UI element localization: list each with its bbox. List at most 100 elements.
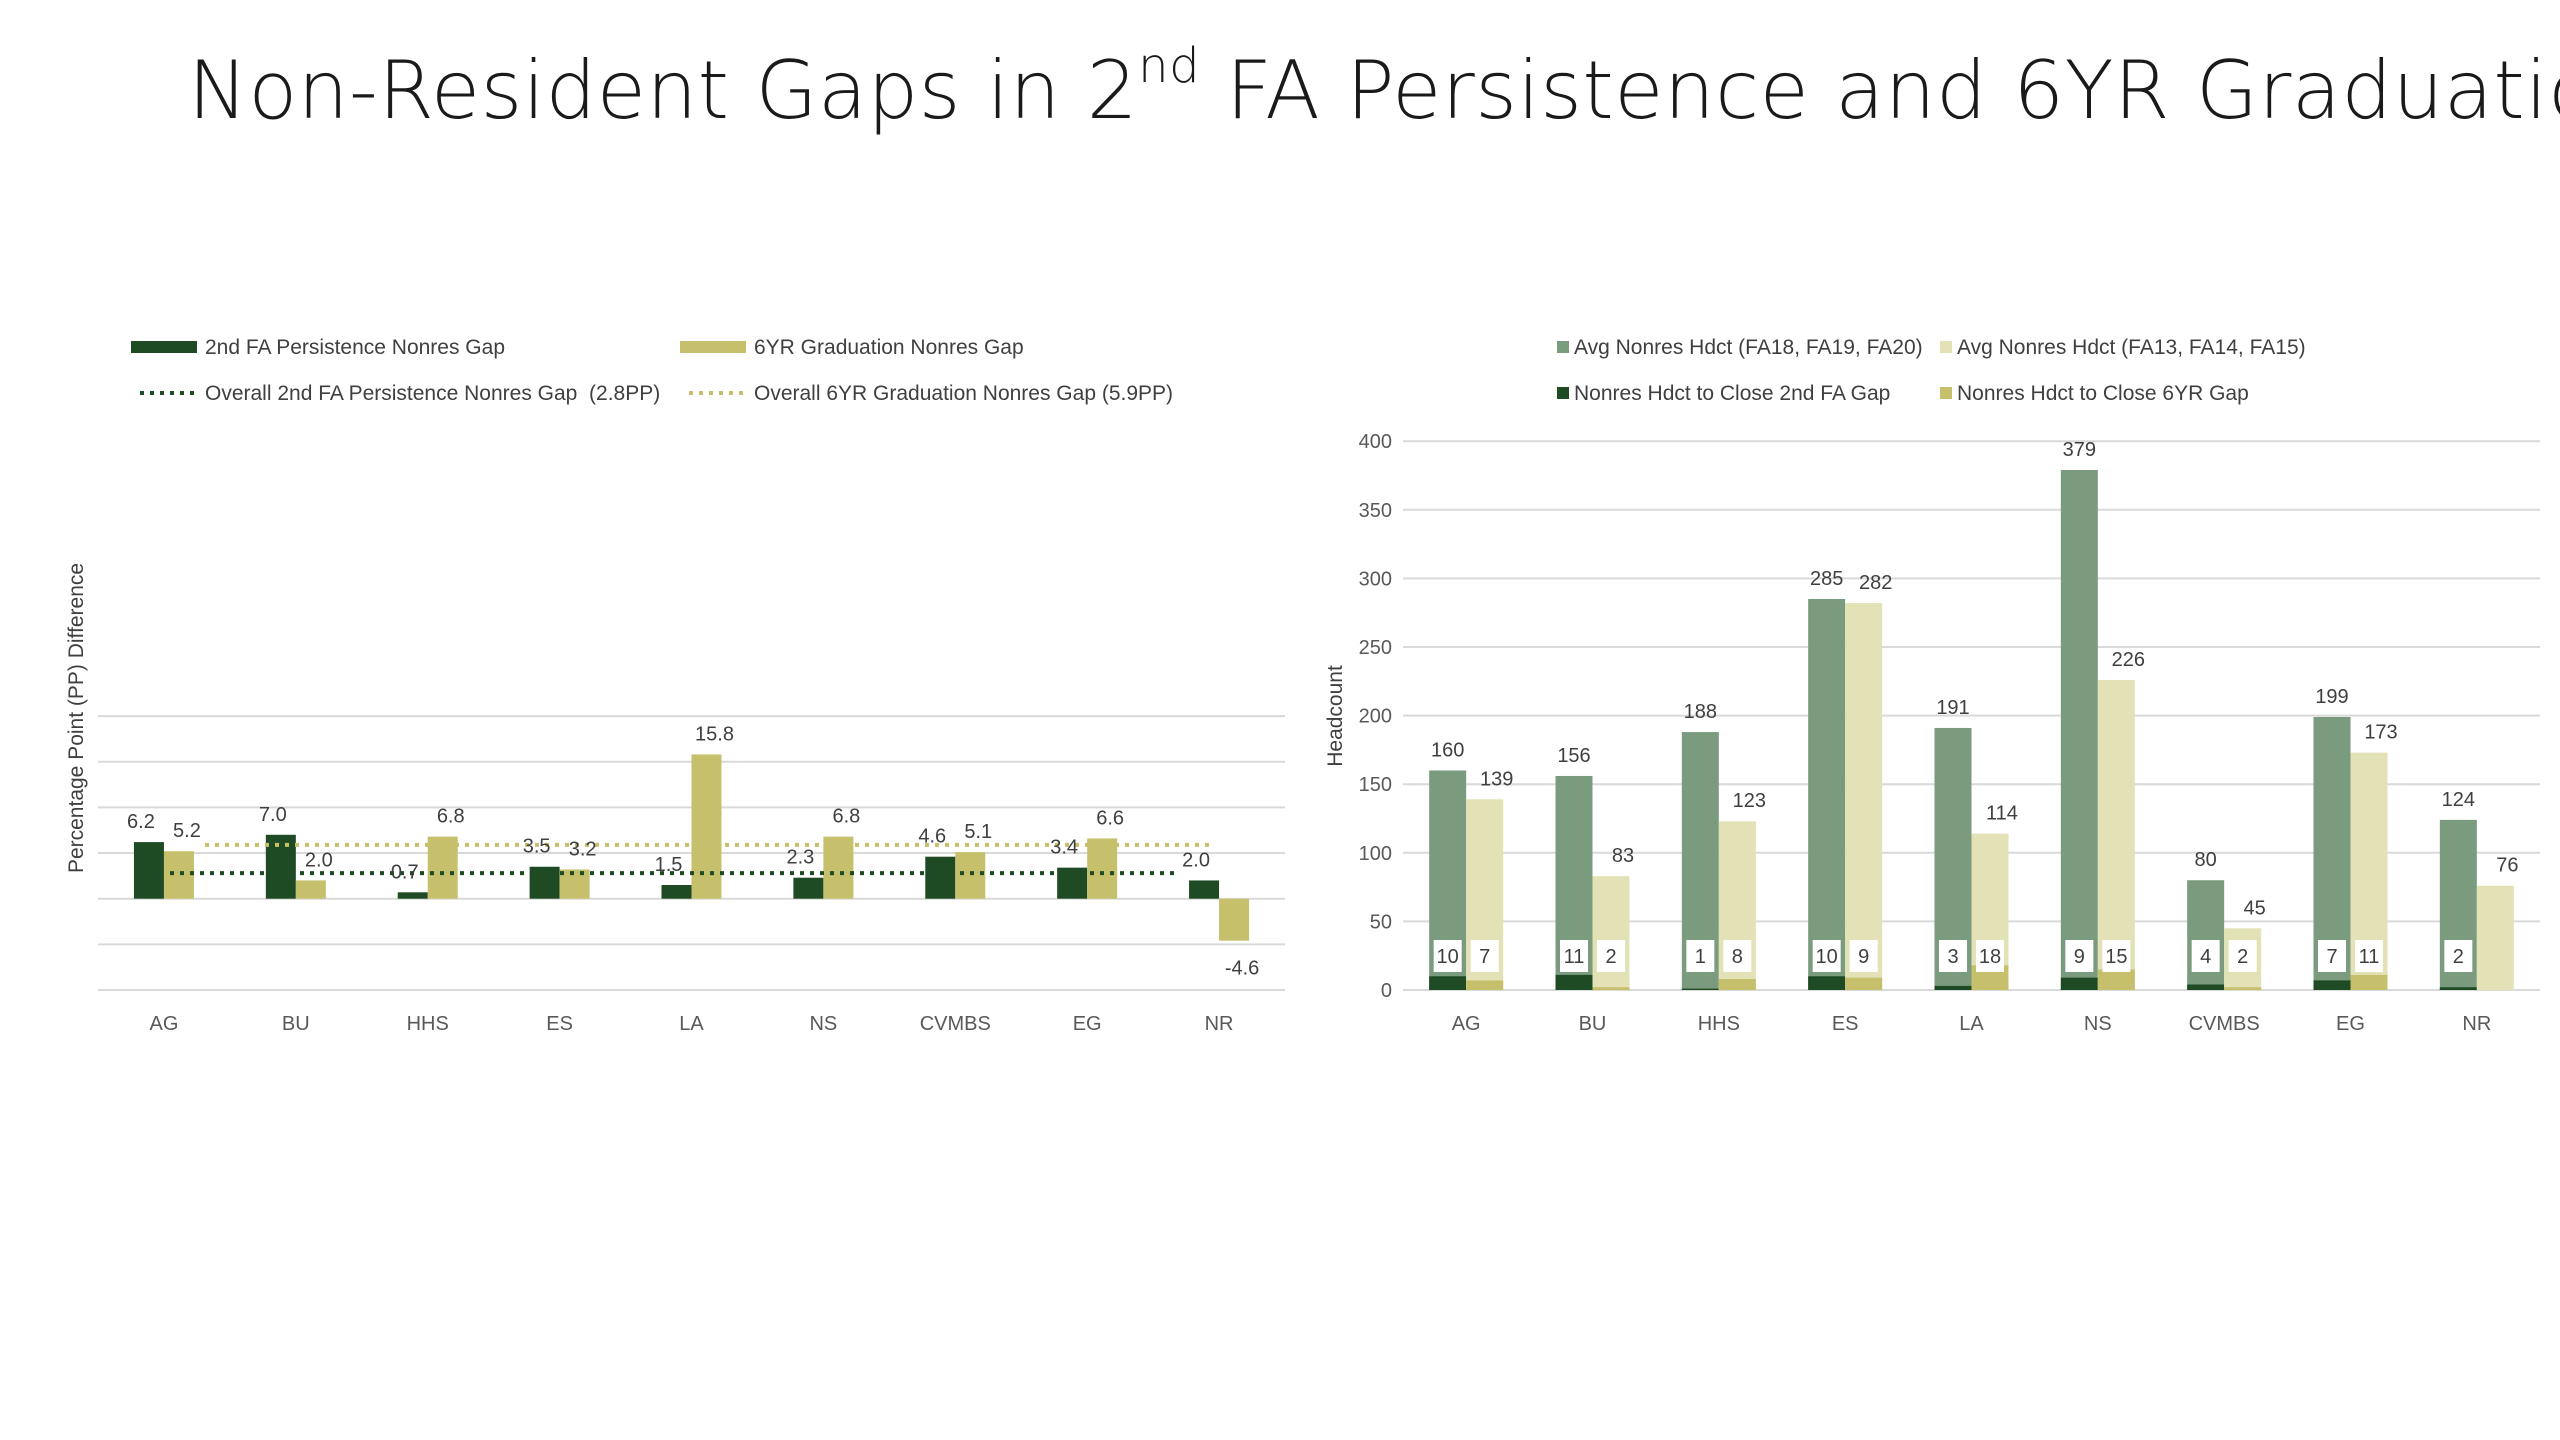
persistence-gap-bar (133, 842, 164, 899)
legend-swatch-close-persistence (1557, 387, 1569, 399)
legend-label-overall-graduation: Overall 6YR Graduation Nonres Gap (5.9PP… (754, 382, 1173, 405)
close-graduation-gap-bar (2097, 969, 2135, 990)
close-persistence-gap-label: 10 (1437, 946, 1459, 968)
persistence-gap-data-label: 6.2 (127, 811, 155, 833)
right-x-tick-label: LA (1959, 1013, 1984, 1035)
close-persistence-gap-bar (1934, 985, 1972, 990)
close-graduation-gap-label: 11 (2359, 946, 2380, 968)
close-persistence-gap-label: 1 (1695, 946, 1706, 968)
close-label-background (1849, 940, 1878, 972)
legend-label-close-persistence: Nonres Hdct to Close 2nd FA Gap (1574, 382, 1890, 405)
graduation-gap-data-label: 5.2 (173, 820, 201, 842)
legend-label-avg-hdct-earlier: Avg Nonres Hdct (FA13, FA14, FA15) (1957, 336, 2306, 359)
close-persistence-gap-bar (1429, 976, 1467, 990)
graduation-gap-bar (295, 880, 326, 899)
graduation-gap-bar (955, 852, 986, 899)
right-y-tick-label: 100 (1359, 843, 1392, 865)
persistence-gap-data-label: 3.4 (1050, 837, 1078, 859)
close-graduation-gap-bar (2350, 974, 2388, 990)
right-chart-y-axis-label: Headcount (1324, 665, 1347, 767)
close-graduation-gap-bar (1718, 979, 1756, 990)
legend-label-persistence-gap: 2nd FA Persistence Nonres Gap (205, 336, 505, 359)
right-chart-y-tick-labels: 0 50 100 150 200 250 300 350 400 (1359, 431, 1392, 1002)
legend-label-avg-hdct-recent: Avg Nonres Hdct (FA18, FA19, FA20) (1574, 336, 1923, 359)
persistence-gap-bar (397, 892, 428, 899)
graduation-gap-bar (1219, 898, 1250, 941)
close-persistence-gap-label: 10 (1816, 946, 1838, 968)
avg-hdct-recent-bar (2187, 880, 2225, 990)
avg-hdct-earlier-label: 226 (2112, 649, 2145, 671)
graduation-gap-data-label: 6.8 (437, 806, 465, 828)
close-label-background (1976, 940, 2004, 972)
close-persistence-gap-label: 3 (1947, 946, 1958, 968)
left-x-tick-label: NR (1205, 1013, 1234, 1035)
avg-hdct-recent-label: 188 (1684, 701, 1717, 723)
close-label-background (2065, 940, 2094, 972)
legend-label-close-graduation: Nonres Hdct to Close 6YR Gap (1957, 382, 2249, 405)
close-persistence-gap-label: 9 (2074, 946, 2085, 968)
left-x-tick-label: EG (1073, 1013, 1102, 1035)
avg-hdct-earlier-label: 123 (1733, 790, 1766, 812)
graduation-gap-bar (163, 851, 194, 899)
right-chart-bars (1429, 470, 2514, 991)
avg-hdct-recent-label: 156 (1557, 745, 1590, 767)
persistence-gap-data-label: 7.0 (259, 804, 287, 826)
close-label-background (1939, 940, 1967, 972)
left-chart-x-tick-labels: AG BU HHS ES LA NS CVMBS EG NR (149, 1013, 1233, 1035)
right-x-tick-label: NS (2084, 1013, 2112, 1035)
close-persistence-gap-label: 4 (2200, 946, 2211, 968)
left-x-tick-label: BU (282, 1013, 310, 1035)
close-label-background (2191, 940, 2220, 972)
close-graduation-gap-label: 18 (1979, 946, 2001, 968)
right-x-tick-label: BU (1579, 1013, 1607, 1035)
avg-hdct-recent-bar (1808, 598, 1846, 990)
avg-hdct-earlier-label: 45 (2244, 897, 2266, 919)
avg-hdct-earlier-label: 173 (2364, 722, 2397, 744)
avg-hdct-earlier-label: 83 (1612, 845, 1634, 867)
close-label-background (1470, 940, 1499, 972)
left-x-tick-label: AG (149, 1013, 178, 1035)
left-chart-legend: 2nd FA Persistence Nonres Gap 6YR Gradua… (131, 336, 1173, 405)
title-part-1: Non-Resident Gaps in 2 (188, 44, 1139, 137)
left-chart-y-axis-label: Percentage Point (PP) Difference (65, 563, 88, 873)
slide-title: Non-Resident Gaps in 2nd FA Persistence … (188, 38, 2560, 137)
close-label-background (2355, 940, 2383, 972)
avg-hdct-recent-label: 80 (2195, 849, 2217, 871)
graduation-gap-bar (559, 869, 590, 899)
left-x-tick-label: HHS (407, 1013, 449, 1035)
left-chart-bars (133, 754, 1250, 941)
avg-hdct-earlier-bar (2476, 885, 2514, 990)
left-x-tick-label: CVMBS (920, 1013, 991, 1035)
avg-hdct-recent-bar (2060, 470, 2098, 991)
graduation-gap-data-label: -4.6 (1225, 958, 1259, 980)
left-chart-reference-lines (170, 842, 1215, 876)
close-persistence-gap-label: 7 (2326, 946, 2337, 968)
close-persistence-gap-bar (2187, 984, 2225, 990)
graduation-gap-bar (691, 754, 722, 899)
close-graduation-gap-bar (2224, 987, 2262, 990)
right-x-tick-label: NR (2462, 1013, 2491, 1035)
close-label-background (2318, 940, 2346, 972)
close-persistence-gap-bar (2060, 977, 2098, 990)
avg-hdct-recent-label: 124 (2442, 789, 2475, 811)
close-graduation-gap-label: 9 (1858, 946, 1869, 968)
close-graduation-gap-label: 7 (1479, 946, 1490, 968)
avg-hdct-recent-label: 379 (2063, 439, 2096, 461)
persistence-gap-bar (529, 866, 560, 899)
close-label-background (1723, 940, 1752, 972)
close-graduation-gap-bar (1466, 980, 1504, 990)
persistence-gap-data-label: 2.3 (786, 847, 814, 869)
persistence-gap-bar (925, 856, 956, 899)
legend-swatch-avg-hdct-earlier (1940, 341, 1952, 353)
left-chart-data-labels: 6.2 5.2 7.0 2.0 0.7 6.8 3.5 3.2 1.5 15.8 2.3 6.8 4.6… (127, 723, 1259, 979)
right-y-tick-label: 250 (1359, 637, 1392, 659)
persistence-gap-bar (793, 877, 824, 899)
persistence-gap-data-label: 2.0 (1182, 849, 1210, 871)
right-y-tick-label: 200 (1359, 706, 1392, 728)
close-persistence-gap-bar (1681, 988, 1719, 990)
avg-hdct-earlier-label: 76 (2496, 855, 2518, 877)
graduation-gap-data-label: 3.2 (569, 838, 597, 860)
right-y-tick-label: 350 (1359, 500, 1392, 522)
